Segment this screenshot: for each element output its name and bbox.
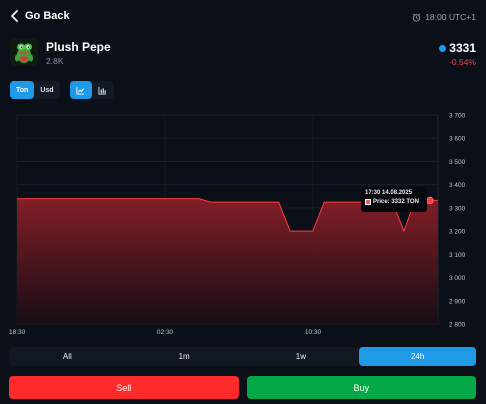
range-all-button[interactable]: All: [62, 352, 72, 361]
chart-type-toggle: [69, 81, 114, 99]
line-chart-button[interactable]: [69, 81, 92, 99]
alarm-clock-icon: [413, 13, 421, 22]
timezone-clock: 18:00 UTC+1: [412, 12, 476, 22]
price-chart-svg: 2 800 2 900 3 000 3 100 3 200 3 300 3 400 3 500…: [9, 113, 466, 337]
ton-coin-icon: [439, 44, 447, 52]
currency-option-usd[interactable]: Usd: [40, 86, 54, 94]
item-price: 3331: [439, 41, 476, 55]
data-point[interactable]: [426, 196, 434, 205]
x-tick-label: 10:30: [305, 329, 322, 336]
back-label: Go Back: [25, 10, 70, 22]
y-tick-label: 3 100: [449, 252, 466, 259]
clock-text: 18:00 UTC+1: [425, 12, 476, 22]
tooltip-time: 17:30 14.08.2025: [365, 190, 413, 196]
tooltip-text: Price: 3332 TON: [373, 199, 419, 205]
y-tick-label: 3 300: [449, 205, 466, 212]
y-tick-label: 3 200: [449, 229, 466, 236]
item-count: 2.8K: [46, 56, 64, 66]
chevron-left-icon: [11, 10, 18, 22]
y-tick-label: 3 400: [449, 182, 466, 189]
pepe-plush-icon: [10, 38, 38, 66]
y-tick-label: 3 600: [449, 136, 466, 143]
y-tick-label: 3 000: [449, 275, 466, 282]
tooltip-swatch: [365, 199, 371, 205]
range-24h-button[interactable]: 24h: [359, 347, 476, 366]
item-name: Plush Pepe: [46, 40, 111, 54]
time-range-selector: All 1m 1w 24h: [9, 347, 476, 366]
x-tick-label: 02:30: [157, 329, 174, 336]
range-1w-button[interactable]: 1w: [295, 352, 306, 361]
range-1m-button[interactable]: 1m: [178, 352, 190, 361]
line-chart-icon: [76, 86, 85, 95]
price-change: -0.54%: [449, 57, 476, 67]
buy-button[interactable]: Buy: [246, 376, 476, 399]
y-tick-label: 2 800: [449, 322, 466, 329]
sell-button[interactable]: Sell: [9, 376, 239, 399]
price-area-fill: [17, 198, 438, 324]
price-tooltip: 17:30 14.08.2025 Price: 3332 TON: [361, 187, 427, 212]
top-bar: Go Back 18:00 UTC+1: [0, 0, 486, 34]
tooltip-row: Price: 3332 TON: [365, 199, 423, 205]
y-tick-label: 3 500: [449, 159, 466, 166]
price-chart: 2 800 2 900 3 000 3 100 3 200 3 300 3 400 3 500…: [0, 106, 486, 338]
price-value: 3331: [449, 41, 476, 55]
trade-actions: Sell Buy: [9, 376, 476, 399]
currency-option-ton[interactable]: Ton: [10, 81, 35, 99]
plush-pepe-avatar: [10, 38, 38, 66]
x-tick-label: 18:30: [9, 329, 26, 336]
y-tick-label: 3 700: [449, 113, 466, 120]
back-button[interactable]: Go Back: [10, 10, 70, 22]
bar-chart-icon: [98, 86, 107, 95]
bar-chart-button[interactable]: [92, 81, 114, 99]
item-header: Plush Pepe 2.8K 3331 -0.54%: [10, 38, 476, 68]
currency-toggle: Ton Usd: [10, 81, 60, 99]
chart-controls: Ton Usd: [10, 81, 114, 99]
y-tick-label: 2 900: [449, 298, 466, 305]
